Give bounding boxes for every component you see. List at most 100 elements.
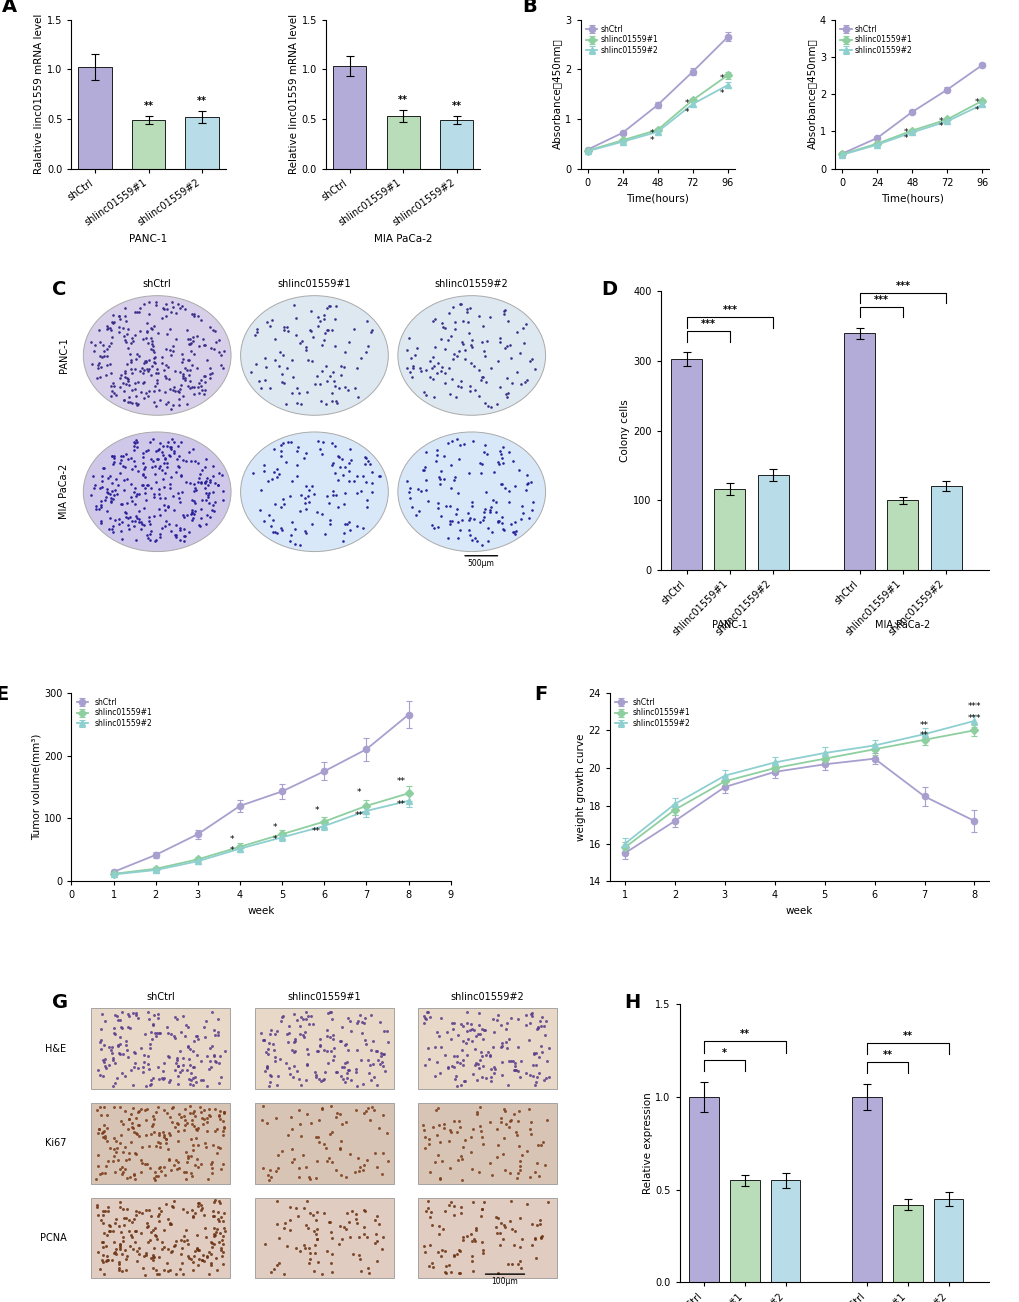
Point (196, 1251, 212, 1272)
Point (174, 344, 191, 365)
Point (403, 348, 419, 368)
Point (491, 1223, 507, 1243)
Point (484, 1009, 500, 1030)
Point (197, 456, 213, 477)
Point (112, 309, 128, 329)
Point (107, 479, 123, 500)
Point (206, 1025, 222, 1046)
Point (465, 1260, 481, 1281)
Point (296, 1198, 312, 1219)
Text: *: * (721, 1048, 727, 1057)
Point (91, 319, 107, 340)
Bar (893, 1204, 921, 1282)
Point (311, 1036, 327, 1057)
Point (433, 357, 449, 378)
Point (158, 367, 174, 388)
Point (140, 1232, 156, 1253)
Point (274, 488, 290, 509)
Point (475, 501, 491, 522)
Point (436, 362, 452, 383)
Point (502, 1008, 519, 1029)
Point (439, 1057, 455, 1078)
Point (333, 1229, 350, 1250)
Point (327, 1159, 343, 1180)
Point (302, 1168, 318, 1189)
Point (437, 1200, 453, 1221)
Point (174, 482, 191, 503)
Point (189, 1026, 205, 1047)
Point (151, 1197, 167, 1217)
Point (421, 1161, 437, 1182)
Point (121, 392, 138, 413)
Point (292, 1074, 309, 1095)
Point (202, 471, 218, 492)
Point (445, 1046, 462, 1066)
Point (505, 1234, 522, 1255)
Point (206, 1234, 222, 1255)
Point (159, 1017, 175, 1038)
Point (130, 1100, 147, 1121)
Point (128, 395, 145, 415)
Point (146, 1122, 162, 1143)
Point (316, 1039, 332, 1060)
Point (103, 375, 119, 396)
Point (461, 509, 477, 530)
Point (141, 349, 157, 370)
Point (284, 1066, 301, 1087)
Point (338, 513, 355, 534)
Point (172, 465, 189, 486)
Point (464, 1064, 480, 1085)
Point (97, 1125, 113, 1146)
Point (191, 372, 207, 393)
Point (200, 475, 216, 496)
Point (459, 1021, 475, 1042)
Point (514, 1144, 530, 1165)
Point (100, 1150, 116, 1170)
Point (107, 1242, 123, 1263)
Point (162, 1160, 178, 1181)
Point (108, 1208, 124, 1229)
Point (127, 430, 144, 450)
Point (92, 478, 108, 499)
Point (404, 358, 420, 379)
Point (448, 1243, 465, 1264)
Bar (185, 117, 218, 168)
Point (135, 328, 151, 349)
Point (275, 372, 291, 393)
Point (128, 484, 145, 505)
Point (147, 353, 163, 374)
Point (348, 1012, 365, 1032)
Text: *: * (272, 836, 276, 845)
Bar (332, 66, 366, 168)
Point (84, 331, 100, 352)
Point (262, 1023, 278, 1044)
Point (355, 1013, 371, 1034)
Point (130, 512, 147, 533)
Point (99, 1131, 115, 1152)
Point (309, 1228, 325, 1249)
Point (308, 1065, 324, 1086)
Point (116, 362, 132, 383)
Point (281, 1057, 298, 1078)
Point (274, 1141, 290, 1161)
Point (113, 1262, 129, 1282)
Point (532, 1210, 548, 1230)
Point (510, 1036, 526, 1057)
Point (350, 1148, 366, 1169)
Point (216, 1217, 232, 1238)
Point (320, 1003, 336, 1023)
Point (478, 444, 494, 465)
Point (284, 1039, 301, 1060)
Point (245, 462, 261, 483)
Point (117, 297, 133, 318)
Point (103, 363, 119, 384)
Point (432, 469, 448, 490)
Point (148, 296, 164, 316)
Point (145, 1220, 161, 1241)
Legend: shCtrl, shlinc01559#1, shlinc01559#2: shCtrl, shlinc01559#1, shlinc01559#2 (838, 23, 913, 56)
Point (340, 470, 357, 491)
Point (347, 1100, 364, 1121)
Point (482, 1046, 498, 1066)
Point (117, 1150, 133, 1170)
Point (211, 1138, 227, 1159)
